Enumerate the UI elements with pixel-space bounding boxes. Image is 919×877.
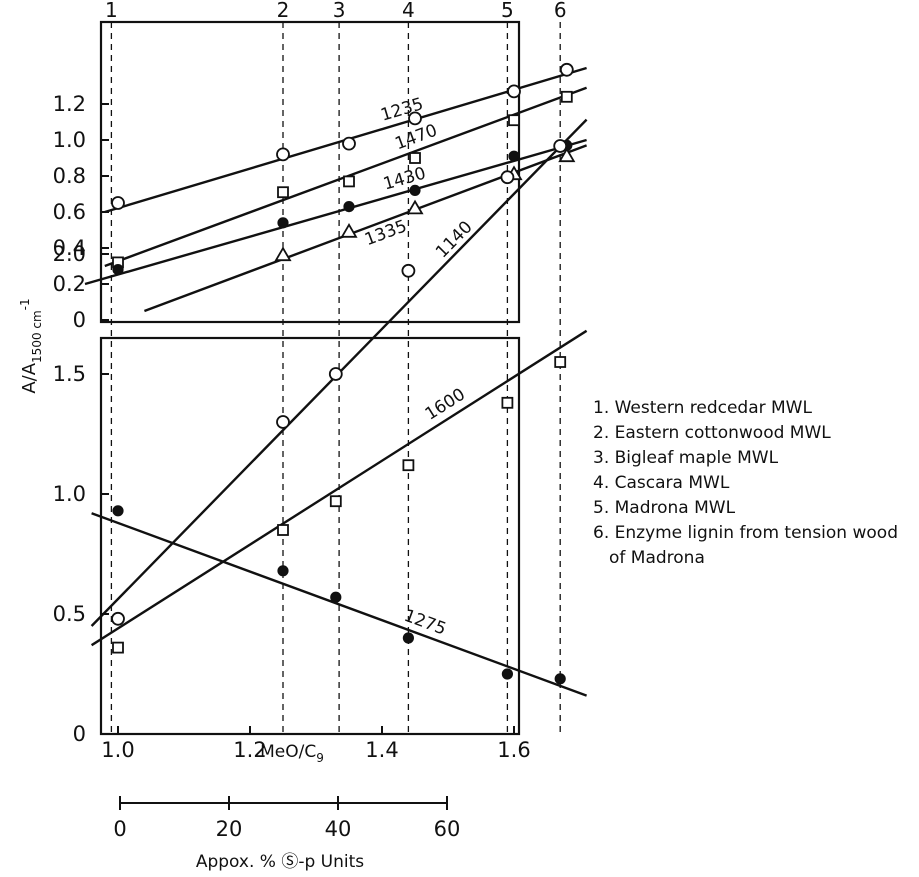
point-1235-3 [342,136,356,151]
bottom-ytick-label-4: 2.0 [53,242,86,266]
sample-column-labels: 1 2 3 4 5 6 [105,0,567,22]
percent-tick-label-0: 0 [113,817,126,841]
point-1235-4 [408,111,422,126]
point-1275-2 [277,565,289,577]
point-1140-3 [328,367,343,381]
bottom-x-axis: 1.0 1.2 1.4 1.6 [101,726,531,762]
point-1335-3 [406,199,424,215]
point-1235-6 [559,62,574,77]
x-axis-label-sub: 9 [316,751,324,765]
point-1600-4 [402,459,415,472]
legend: 1. Western redcedar MWL 2. Eastern cotto… [593,396,913,571]
x-axis-label-main: MeO/C [260,742,316,762]
percent-tick-label-3: 60 [434,817,461,841]
point-1140-1 [111,611,125,626]
point-1335-1 [274,246,292,262]
legend-item-3: 3. Bigleaf maple MWL [593,448,779,468]
point-1430-1 [112,264,124,276]
point-1235-1 [111,196,125,210]
legend-item-1: 1. Western redcedar MWL [593,398,812,418]
top-ytick-label-1: 0.2 [53,272,86,296]
bottom-ytick-label-2: 1.0 [53,482,86,506]
legend-item-4: 4. Cascara MWL [593,473,730,493]
percent-axis: 0 20 40 60 [113,796,460,841]
top-ytick-label-6: 1.2 [53,92,86,116]
column-label-6: 6 [554,0,567,22]
series-label-1600: 1600 [422,385,469,425]
legend-item-6: 6. Enzyme lignin from tension wood of Ma… [593,523,898,568]
bottom-ytick-label-3: 1.5 [53,362,86,386]
point-1275-6 [554,673,566,685]
fit-line-1430 [84,138,587,286]
series-label-1430: 1430 [381,163,428,194]
y-axis-label-sub: 1500 cm [30,310,44,363]
point-1470-6 [560,90,573,103]
y-axis-label-main: A/A [19,362,40,393]
point-1600-2 [277,524,289,536]
point-1140-5 [500,170,515,185]
point-1600-5 [501,396,514,409]
top-panel-frame [99,20,521,324]
point-1140-4 [401,263,416,278]
point-1470-2 [277,186,289,199]
y-axis-label-sup: -1 [18,298,32,310]
point-1140-6 [553,139,568,153]
top-ytick-label-2: 0.4 [53,236,86,260]
x-tick-label-1: 1.2 [233,738,266,762]
point-1430-4 [409,184,421,196]
x-tick-label-0: 1.0 [101,738,134,762]
point-1275-4 [402,632,414,644]
point-1430-3 [343,201,355,213]
series-label-1470: 1470 [392,121,440,155]
y-axis-label: A/A1500 cm-1 [18,298,44,393]
top-ytick-label-5: 1.0 [53,128,86,152]
bottom-panel-frame [99,336,521,736]
point-1235-5 [507,84,521,99]
bottom-y-axis: 0 0.5 1.0 1.5 2.0 [53,242,109,746]
point-1430-2 [277,217,289,229]
column-label-5: 5 [501,0,514,22]
bottom-ytick-label-1: 0.5 [53,602,86,626]
point-1335-5 [558,147,576,163]
x-tick-label-3: 1.6 [497,738,530,762]
top-ytick-label-4: 0.8 [53,164,86,188]
point-1275-3 [330,591,342,603]
point-1430-5 [508,150,520,162]
top-series-1430: 1430 [84,138,587,286]
column-label-3: 3 [333,0,346,22]
top-ytick-label-0: 0 [73,308,86,332]
point-1470-3 [343,175,355,188]
fit-line-1600 [90,329,588,647]
point-1335-2 [340,223,358,238]
percent-tick-label-2: 40 [325,817,352,841]
point-1470-5 [508,114,520,127]
top-y-axis: 0 0.2 0.4 0.6 0.8 1.0 1.2 [53,92,109,332]
x-tick-label-2: 1.4 [365,738,398,762]
x-axis-label: MeO/C9 [260,742,324,765]
percent-tick-label-1: 20 [216,817,243,841]
point-1275-5 [501,668,513,680]
column-label-2: 2 [277,0,290,22]
point-1600-3 [329,495,342,508]
percent-axis-label: Appox. % Ⓢ-p Units [196,852,364,872]
fit-line-1275 [91,512,588,697]
bottom-series-1275: 1275 [91,505,588,697]
column-label-1: 1 [105,0,118,22]
point-1275-1 [112,505,124,517]
column-label-4: 4 [402,0,415,22]
bottom-ytick-label-0: 0 [73,722,86,746]
point-1235-2 [276,147,290,162]
point-1470-4 [409,152,421,164]
top-series-1235: 1235 [104,62,587,214]
point-1600-1 [112,641,124,654]
legend-item-5: 5. Madrona MWL [593,498,736,518]
svg-text:A/A1500 cm-1: A/A1500 cm-1 [18,298,44,393]
point-1600-6 [554,356,567,368]
point-1140-2 [276,415,290,429]
legend-item-2: 2. Eastern cottonwood MWL [593,423,831,443]
top-ytick-label-3: 0.6 [53,200,86,224]
bottom-series-1140: 1140 [90,118,588,627]
